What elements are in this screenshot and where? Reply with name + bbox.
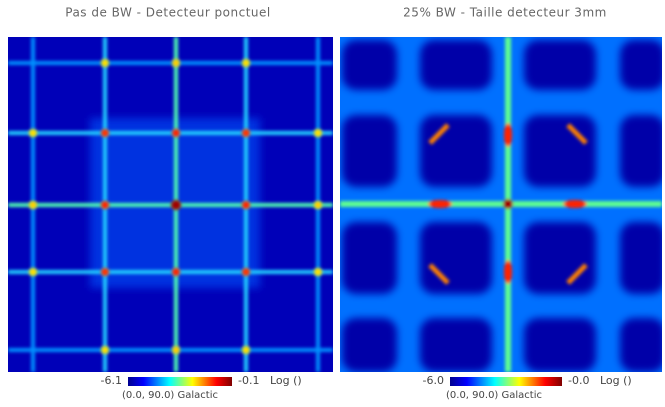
colorbar-unit: Log ()	[270, 374, 302, 387]
colorbar	[128, 377, 232, 386]
colorbar-max: -0.0	[568, 374, 589, 387]
panel-title: Pas de BW - Detecteur ponctuel	[65, 6, 271, 20]
panel-title: 25% BW - Taille detecteur 3mm	[403, 6, 607, 20]
colorbar-min: -6.0	[423, 374, 444, 387]
map-left	[8, 37, 333, 372]
colorbar-min: -6.1	[101, 374, 122, 387]
coords-label: (0.0, 90.0) Galactic	[446, 390, 542, 401]
coords-label: (0.0, 90.0) Galactic	[122, 390, 218, 401]
colorbar-unit: Log ()	[600, 374, 632, 387]
colorbar-max: -0.1	[238, 374, 259, 387]
map-right	[340, 37, 662, 372]
colorbar	[450, 377, 562, 386]
